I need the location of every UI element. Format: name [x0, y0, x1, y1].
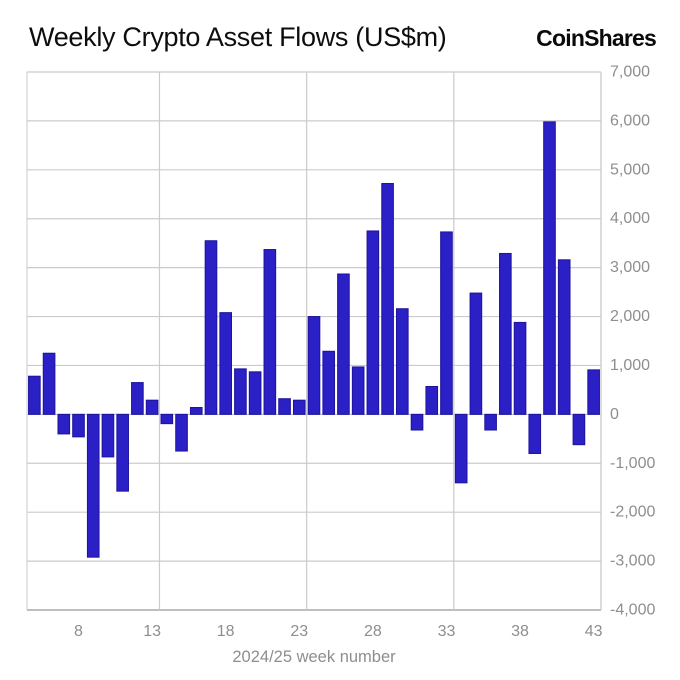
- bar-week-28: [366, 230, 380, 415]
- bar-week-25: [322, 350, 336, 415]
- y-tick-label: 2,000: [610, 308, 650, 325]
- bar-week-40: [543, 121, 556, 415]
- bar-week-19: [234, 368, 247, 415]
- bar-week-7: [57, 413, 71, 435]
- y-tick-label: -2,000: [610, 504, 655, 521]
- bar-week-16: [189, 407, 203, 415]
- bar-week-10: [101, 413, 115, 458]
- bar-week-15: [175, 413, 188, 452]
- bar-week-43: [587, 369, 600, 415]
- y-tick-label: 5,000: [610, 161, 650, 178]
- bar-week-6: [42, 352, 56, 415]
- bar-week-29: [381, 183, 394, 415]
- bar-week-38: [513, 321, 527, 415]
- bar-week-39: [528, 413, 542, 454]
- bar-week-13: [145, 399, 159, 415]
- x-axis-title: 2024/25 week number: [232, 648, 396, 666]
- bar-week-8: [72, 413, 85, 438]
- x-tick-label: 18: [217, 623, 235, 640]
- x-tick-label: 23: [290, 623, 308, 640]
- bar-week-37: [499, 252, 512, 415]
- bar-week-30: [395, 308, 409, 415]
- x-tick-label: 8: [74, 623, 83, 640]
- y-tick-label: 6,000: [610, 112, 650, 129]
- bar-week-21: [263, 249, 277, 415]
- bar-week-36: [484, 413, 497, 431]
- bar-week-12: [131, 382, 144, 415]
- y-tick-label: -1,000: [610, 455, 655, 472]
- bar-week-41: [557, 259, 571, 415]
- bar-week-23: [292, 399, 306, 415]
- bar-week-24: [307, 316, 321, 415]
- y-tick-label: 0: [610, 406, 619, 423]
- y-tick-label: 4,000: [610, 210, 650, 227]
- bar-week-20: [248, 371, 262, 415]
- x-tick-label: 28: [364, 623, 382, 640]
- bar-week-31: [410, 413, 424, 431]
- bar-week-32: [425, 385, 439, 415]
- bar-week-27: [351, 366, 365, 415]
- y-tick-label: -4,000: [610, 602, 655, 619]
- bar-week-26: [337, 273, 350, 415]
- bar-week-18: [219, 312, 233, 415]
- y-tick-label: 1,000: [610, 357, 650, 374]
- coinshares-logo: CoinShares: [536, 25, 657, 51]
- bar-week-35: [469, 292, 483, 415]
- x-tick-label: 43: [585, 623, 603, 640]
- y-tick-label: 7,000: [610, 64, 650, 81]
- y-tick-label: 3,000: [610, 259, 650, 276]
- bar-week-42: [572, 413, 586, 446]
- bar-week-9: [86, 413, 100, 558]
- y-tick-label: -3,000: [610, 553, 655, 570]
- bar-week-17: [204, 240, 218, 415]
- chart-title: Weekly Crypto Asset Flows (US$m): [29, 22, 447, 52]
- bar-week-11: [116, 413, 129, 492]
- x-tick-label: 13: [143, 623, 161, 640]
- x-tick-label: 38: [511, 623, 529, 640]
- bar-week-14: [160, 413, 174, 425]
- bar-week-22: [278, 398, 291, 415]
- x-tick-label: 33: [438, 623, 456, 640]
- bar-week-34: [454, 413, 468, 484]
- bar-week-5: [28, 375, 41, 415]
- bar-week-33: [440, 231, 453, 415]
